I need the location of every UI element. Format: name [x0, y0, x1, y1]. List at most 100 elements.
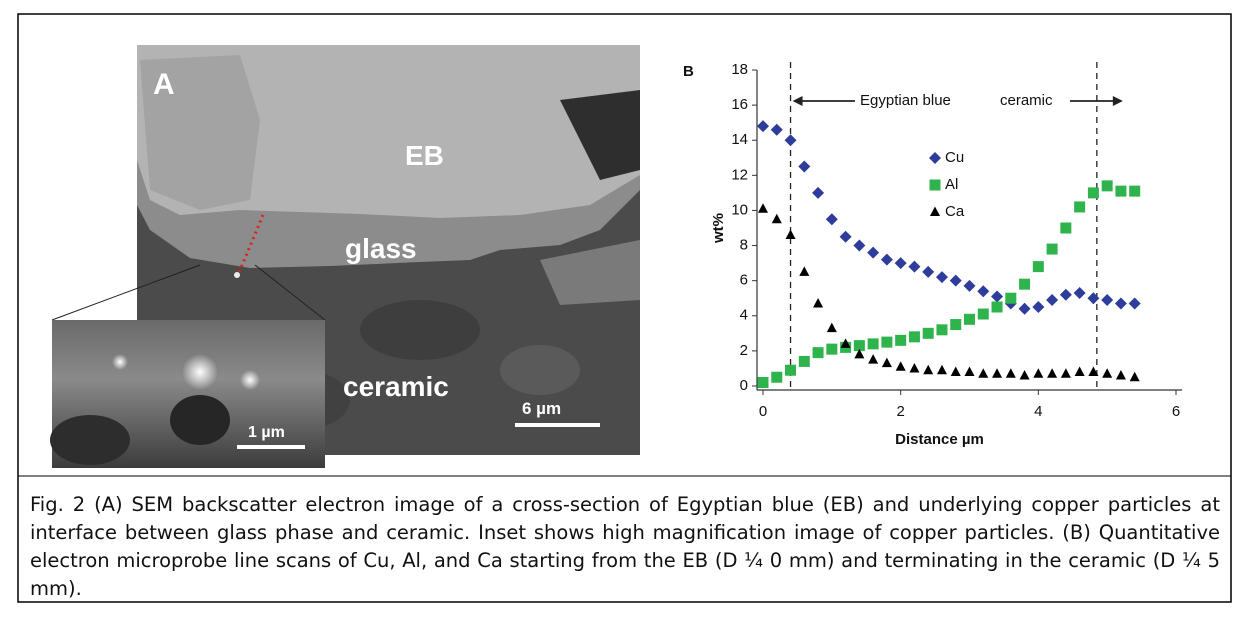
data-point — [964, 314, 975, 325]
data-point — [758, 377, 769, 388]
x-tick-label: 6 — [1172, 403, 1180, 420]
data-point — [1032, 301, 1044, 313]
data-point — [936, 324, 947, 335]
data-point — [950, 319, 961, 330]
data-point — [1130, 372, 1140, 382]
y-tick-label: 0 — [740, 377, 748, 394]
x-axis-label: Distance µm — [895, 431, 984, 448]
data-point — [937, 365, 947, 375]
data-point — [853, 240, 865, 252]
data-point — [1129, 297, 1141, 309]
data-point — [922, 266, 934, 278]
y-tick-label: 16 — [731, 96, 748, 113]
data-point — [1019, 303, 1031, 315]
data-point — [977, 285, 989, 297]
y-tick-label: 14 — [731, 131, 748, 148]
y-tick-label: 8 — [740, 237, 748, 254]
inset-scale-bar-label: 1 µm — [248, 424, 285, 441]
data-point — [1116, 370, 1126, 380]
data-point — [936, 271, 948, 283]
x-tick-label: 4 — [1034, 403, 1042, 420]
y-tick-label: 2 — [740, 342, 748, 359]
region-label: ceramic — [343, 371, 449, 402]
legend-label: Al — [945, 176, 958, 193]
data-point — [978, 368, 988, 378]
data-point — [991, 290, 1003, 302]
data-point — [895, 257, 907, 269]
data-point — [882, 358, 892, 368]
data-point — [1033, 261, 1044, 272]
annotation: ceramic — [1000, 92, 1053, 109]
data-point — [1074, 287, 1086, 299]
data-point — [1101, 294, 1113, 306]
data-point — [757, 120, 769, 132]
legend-label: Cu — [945, 149, 964, 166]
y-tick-label: 6 — [740, 272, 748, 289]
data-point — [1047, 368, 1057, 378]
data-point — [1087, 292, 1099, 304]
data-point — [1088, 187, 1099, 198]
legend-marker — [930, 180, 941, 191]
data-point — [1019, 279, 1030, 290]
data-point — [1075, 366, 1085, 376]
data-point — [867, 247, 879, 259]
data-point — [951, 366, 961, 376]
data-point — [1102, 368, 1112, 378]
page: A EB glass ceramic 6 µm 1 µm 0 2 4 6 8 10 12 14… — [0, 0, 1248, 624]
region-label: EB — [405, 140, 444, 171]
data-point — [1006, 368, 1016, 378]
data-point — [868, 354, 878, 364]
data-point — [1033, 368, 1043, 378]
x-tick-label: 0 — [759, 403, 767, 420]
chart: 0 2 4 6 8 10 12 14 16 18 0 2 4 6 Distance µm wt% B Egypti… — [683, 61, 1182, 448]
data-point — [964, 280, 976, 292]
data-point — [826, 213, 838, 225]
data-point — [1046, 294, 1058, 306]
scale-bar-label: 6 µm — [522, 399, 561, 418]
data-point — [992, 368, 1002, 378]
data-point — [771, 124, 783, 136]
y-tick-label: 4 — [740, 307, 748, 324]
data-point — [827, 323, 837, 333]
data-point — [978, 309, 989, 320]
arrow-head — [793, 96, 803, 106]
data-point — [1020, 370, 1030, 380]
panel-label: A — [153, 68, 175, 101]
y-tick-label: 18 — [731, 61, 748, 78]
data-point — [772, 214, 782, 224]
legend-marker — [929, 152, 941, 164]
data-point — [813, 347, 824, 358]
data-point — [812, 187, 824, 199]
legend-marker — [930, 207, 940, 217]
data-point — [840, 231, 852, 243]
data-point — [909, 363, 919, 373]
arrow-head — [1113, 96, 1123, 106]
x-tick-label: 2 — [896, 403, 904, 420]
data-point — [895, 335, 906, 346]
data-point — [1115, 186, 1126, 197]
data-point — [785, 134, 797, 146]
data-point — [771, 372, 782, 383]
y-tick-label: 12 — [731, 166, 748, 183]
y-axis-label: wt% — [710, 213, 727, 244]
data-point — [1047, 244, 1058, 255]
y-tick-label: 10 — [731, 201, 748, 218]
data-point — [992, 302, 1003, 313]
data-point — [785, 365, 796, 376]
data-point — [798, 161, 810, 173]
data-point — [908, 261, 920, 273]
panel-label: B — [683, 63, 694, 80]
data-point — [896, 361, 906, 371]
data-point — [1129, 186, 1140, 197]
region-label: glass — [345, 233, 417, 264]
data-point — [1060, 289, 1072, 301]
data-point — [758, 203, 768, 213]
data-point — [799, 356, 810, 367]
annotation: Egyptian blue — [860, 92, 951, 109]
data-point — [923, 365, 933, 375]
data-point — [799, 266, 809, 276]
data-point — [1074, 201, 1085, 212]
caption: Fig. 2 (A) SEM backscatter electron imag… — [30, 491, 1220, 603]
legend-label: Ca — [945, 203, 965, 220]
data-point — [786, 230, 796, 240]
